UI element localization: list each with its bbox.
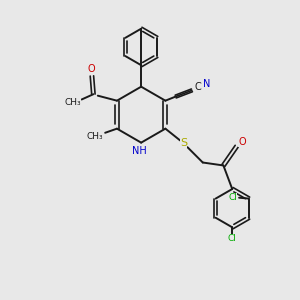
Text: CH₃: CH₃ [86,132,103,141]
Text: O: O [88,64,95,74]
Text: NH: NH [132,146,147,156]
Text: CH₃: CH₃ [64,98,81,107]
Text: Cl: Cl [228,234,237,243]
Text: S: S [180,138,187,148]
Text: O: O [238,137,246,147]
Text: C: C [195,82,202,92]
Text: N: N [203,79,210,89]
Text: Cl: Cl [228,193,237,202]
